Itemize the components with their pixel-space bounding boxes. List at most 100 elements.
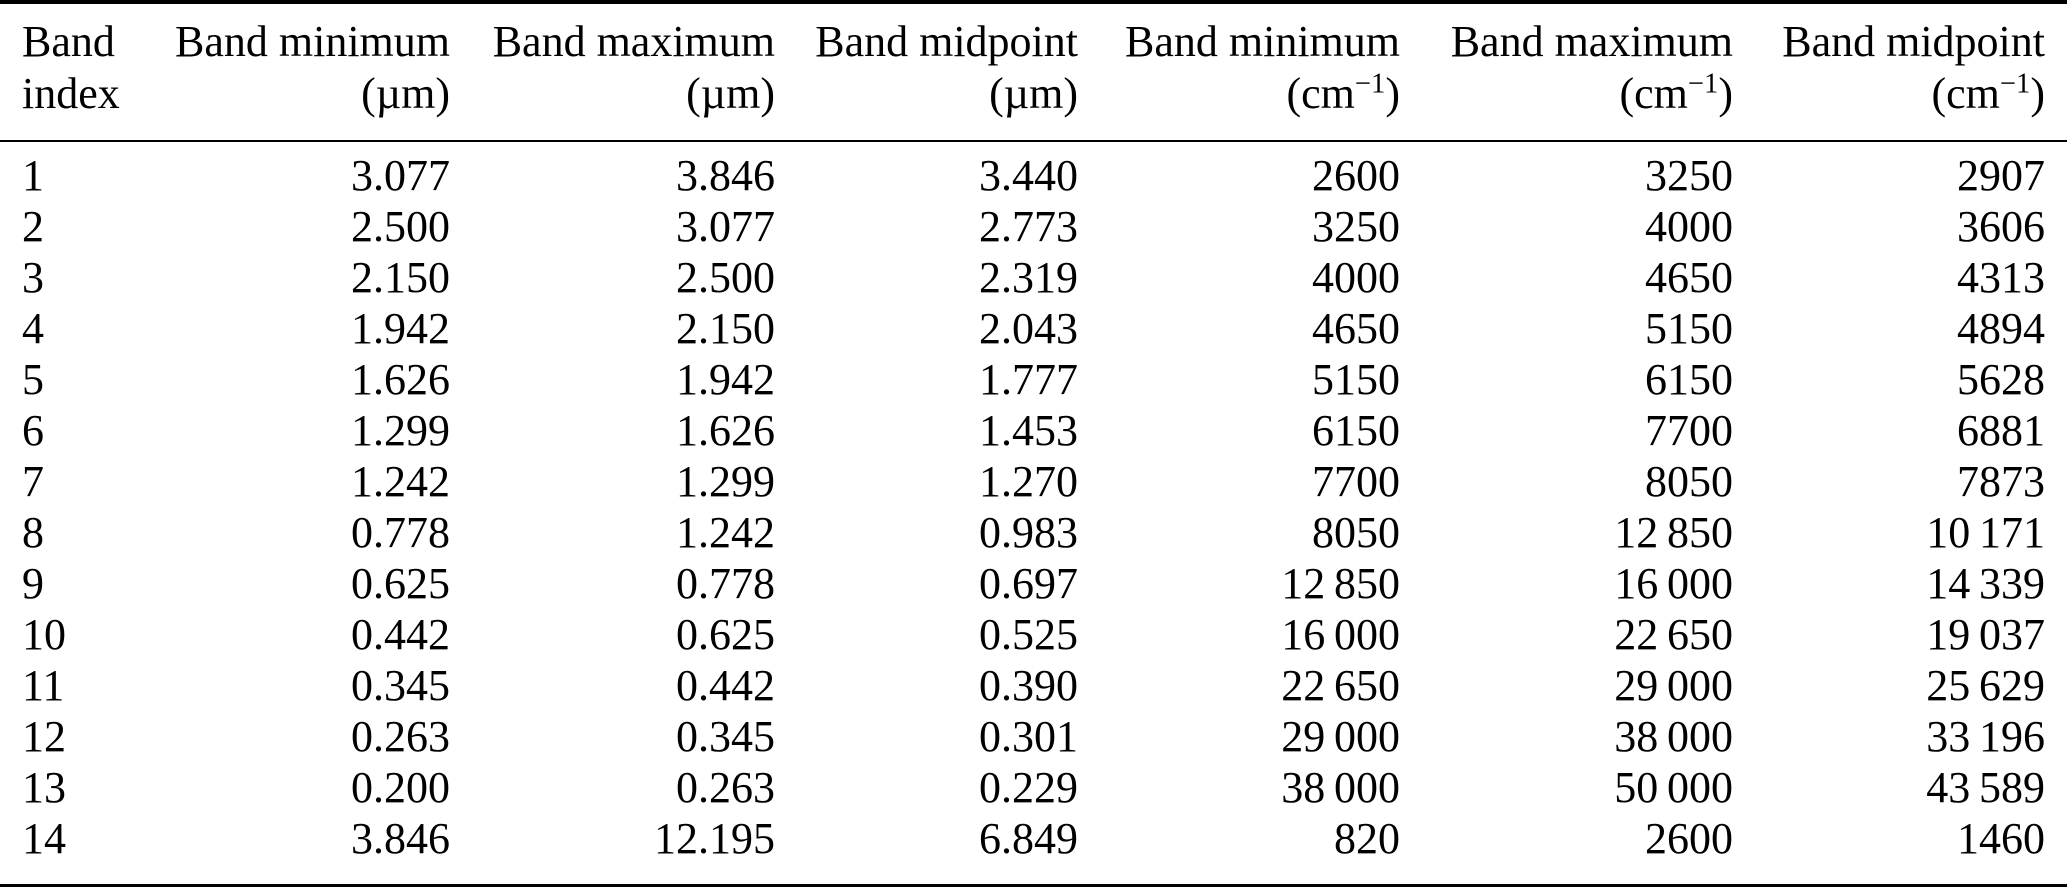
cell-band-midpoint-um: 0.390 bbox=[979, 660, 1078, 710]
cell-band-midpoint-um: 1.270 bbox=[979, 456, 1078, 506]
cell-band-index: 5 bbox=[22, 354, 44, 404]
cell-band-minimum-um: 0.442 bbox=[351, 609, 450, 659]
cell-band-midpoint-cm: 10 171 bbox=[1926, 507, 2045, 557]
cell-band-midpoint-um: 0.525 bbox=[979, 609, 1078, 659]
table-header: Band index Band minimum (µm) Band maximu… bbox=[0, 2, 2067, 141]
cell-band-midpoint-um: 2.043 bbox=[979, 303, 1078, 353]
cell-band-index: 2 bbox=[22, 201, 44, 251]
cell-band-maximum-um: 2.150 bbox=[676, 303, 775, 353]
cell-band-maximum-um: 1.299 bbox=[676, 456, 775, 506]
cell-band-minimum-um: 3.846 bbox=[351, 813, 450, 863]
cell-band-maximum-um: 0.345 bbox=[676, 711, 775, 761]
header-unit: (cm−1) bbox=[1286, 68, 1401, 118]
header-line1: Band bbox=[22, 17, 115, 66]
cell-band-maximum-um: 3.077 bbox=[676, 201, 775, 251]
cell-band-maximum-um: 1.242 bbox=[676, 507, 775, 557]
cell-band-midpoint-cm: 3606 bbox=[1957, 201, 2045, 251]
cell-band-maximum-cm: 5150 bbox=[1645, 303, 1733, 353]
cell-band-midpoint-um: 1.777 bbox=[979, 354, 1078, 404]
cell-band-minimum-um: 1.242 bbox=[351, 456, 450, 506]
cell-band-minimum-cm: 4650 bbox=[1312, 303, 1400, 353]
cell-band-maximum-cm: 8050 bbox=[1645, 456, 1733, 506]
cell-band-index: 8 bbox=[22, 507, 44, 557]
cell-band-midpoint-cm: 4313 bbox=[1957, 252, 2045, 302]
cell-band-minimum-cm: 22 650 bbox=[1281, 660, 1400, 710]
col-header-band-midpoint-cm: Band midpoint (cm−1) bbox=[1733, 2, 2067, 141]
header-line1: Band midpoint bbox=[815, 17, 1078, 66]
cell-band-maximum-cm: 7700 bbox=[1645, 405, 1733, 455]
table-row: 8 0.778 1.242 0.983 8050 12 850 10 171 bbox=[0, 507, 2067, 558]
cell-band-maximum-cm: 6150 bbox=[1645, 354, 1733, 404]
table-row: 14 3.846 12.195 6.849 820 2600 1460 bbox=[0, 813, 2067, 886]
col-header-band-maximum-um: Band maximum (µm) bbox=[450, 2, 775, 141]
cell-band-index: 12 bbox=[22, 711, 66, 761]
header-row: Band index Band minimum (µm) Band maximu… bbox=[0, 2, 2067, 141]
cell-band-midpoint-um: 0.983 bbox=[979, 507, 1078, 557]
cell-band-minimum-um: 0.778 bbox=[351, 507, 450, 557]
cell-band-maximum-cm: 38 000 bbox=[1614, 711, 1733, 761]
cell-band-maximum-cm: 16 000 bbox=[1614, 558, 1733, 608]
cell-band-midpoint-cm: 43 589 bbox=[1926, 762, 2045, 812]
cell-band-maximum-um: 12.195 bbox=[654, 813, 775, 863]
cell-band-index: 1 bbox=[22, 150, 44, 200]
cell-band-minimum-um: 0.200 bbox=[351, 762, 450, 812]
cell-band-midpoint-cm: 33 196 bbox=[1926, 711, 2045, 761]
cell-band-maximum-um: 3.846 bbox=[676, 150, 775, 200]
cell-band-maximum-um: 0.442 bbox=[676, 660, 775, 710]
cell-band-minimum-cm: 38 000 bbox=[1281, 762, 1400, 812]
header-line1: Band midpoint bbox=[1782, 17, 2045, 66]
cell-band-minimum-um: 2.500 bbox=[351, 201, 450, 251]
cell-band-minimum-cm: 2600 bbox=[1312, 150, 1400, 200]
cell-band-index: 9 bbox=[22, 558, 44, 608]
header-line1: Band maximum bbox=[1450, 17, 1733, 66]
header-line2: index bbox=[22, 68, 120, 118]
cell-band-index: 7 bbox=[22, 456, 44, 506]
cell-band-maximum-cm: 4650 bbox=[1645, 252, 1733, 302]
cell-band-maximum-cm: 2600 bbox=[1645, 813, 1733, 863]
cell-band-maximum-cm: 3250 bbox=[1645, 150, 1733, 200]
cell-band-midpoint-cm: 4894 bbox=[1957, 303, 2045, 353]
table-row: 5 1.626 1.942 1.777 5150 6150 5628 bbox=[0, 354, 2067, 405]
cell-band-index: 6 bbox=[22, 405, 44, 455]
table-row: 1 3.077 3.846 3.440 2600 3250 2907 bbox=[0, 141, 2067, 201]
cell-band-index: 4 bbox=[22, 303, 44, 353]
cell-band-index: 10 bbox=[22, 609, 66, 659]
table-row: 3 2.150 2.500 2.319 4000 4650 4313 bbox=[0, 252, 2067, 303]
cell-band-midpoint-um: 0.301 bbox=[979, 711, 1078, 761]
cell-band-midpoint-cm: 7873 bbox=[1957, 456, 2045, 506]
header-unit: (cm−1) bbox=[1931, 68, 2046, 118]
cell-band-maximum-cm: 29 000 bbox=[1614, 660, 1733, 710]
cell-band-midpoint-um: 1.453 bbox=[979, 405, 1078, 455]
col-header-band-midpoint-um: Band midpoint (µm) bbox=[775, 2, 1078, 141]
cell-band-maximum-cm: 22 650 bbox=[1614, 609, 1733, 659]
cell-band-midpoint-cm: 1460 bbox=[1957, 813, 2045, 863]
header-unit: (µm) bbox=[989, 68, 1078, 118]
cell-band-maximum-um: 0.263 bbox=[676, 762, 775, 812]
table-row: 6 1.299 1.626 1.453 6150 7700 6881 bbox=[0, 405, 2067, 456]
header-line1: Band maximum bbox=[492, 17, 775, 66]
cell-band-maximum-um: 2.500 bbox=[676, 252, 775, 302]
cell-band-maximum-um: 0.778 bbox=[676, 558, 775, 608]
cell-band-midpoint-cm: 19 037 bbox=[1926, 609, 2045, 659]
table-row: 12 0.263 0.345 0.301 29 000 38 000 33 19… bbox=[0, 711, 2067, 762]
cell-band-minimum-um: 0.263 bbox=[351, 711, 450, 761]
cell-band-minimum-cm: 12 850 bbox=[1281, 558, 1400, 608]
cell-band-midpoint-um: 3.440 bbox=[979, 150, 1078, 200]
cell-band-maximum-cm: 12 850 bbox=[1614, 507, 1733, 557]
cell-band-minimum-cm: 820 bbox=[1334, 813, 1400, 863]
cell-band-midpoint-um: 2.319 bbox=[979, 252, 1078, 302]
cell-band-maximum-cm: 50 000 bbox=[1614, 762, 1733, 812]
cell-band-minimum-um: 0.345 bbox=[351, 660, 450, 710]
cell-band-midpoint-cm: 5628 bbox=[1957, 354, 2045, 404]
cell-band-index: 3 bbox=[22, 252, 44, 302]
cell-band-midpoint-cm: 6881 bbox=[1957, 405, 2045, 455]
col-header-band-minimum-um: Band minimum (µm) bbox=[105, 2, 450, 141]
header-unit: (cm−1) bbox=[1619, 68, 1734, 118]
cell-band-minimum-cm: 7700 bbox=[1312, 456, 1400, 506]
cell-band-minimum-um: 1.626 bbox=[351, 354, 450, 404]
table-row: 4 1.942 2.150 2.043 4650 5150 4894 bbox=[0, 303, 2067, 354]
table-row: 2 2.500 3.077 2.773 3250 4000 3606 bbox=[0, 201, 2067, 252]
cell-band-minimum-cm: 5150 bbox=[1312, 354, 1400, 404]
